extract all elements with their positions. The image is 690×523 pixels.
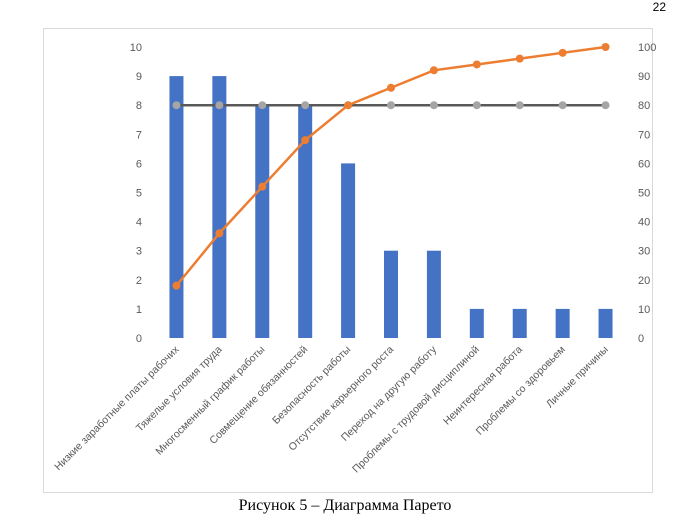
- line-series: [172, 43, 610, 290]
- page-number: 22: [652, 0, 666, 14]
- right-axis-ticks: 0 10 20 30 40 50 60 70 80 90 100: [638, 42, 656, 345]
- threshold-point: [515, 101, 524, 110]
- cumulative-point: [429, 66, 438, 75]
- bar: [426, 250, 441, 338]
- y-tick-label: 3: [136, 246, 142, 258]
- threshold-point: [301, 101, 310, 110]
- threshold-point: [258, 101, 267, 110]
- bar: [384, 250, 398, 338]
- y2-tick-label: 50: [638, 188, 650, 200]
- bar: [598, 308, 613, 338]
- y-tick-label: 2: [136, 275, 142, 287]
- threshold-point: [601, 101, 610, 110]
- y2-tick-label: 100: [638, 42, 656, 54]
- y2-tick-label: 60: [638, 158, 650, 170]
- cumulative-point: [172, 281, 181, 290]
- y2-tick-label: 90: [638, 71, 650, 83]
- bar: [169, 76, 184, 338]
- chart-frame: [43, 28, 653, 493]
- bar: [555, 308, 570, 338]
- cumulative-point: [387, 83, 395, 92]
- threshold-point: [387, 101, 395, 110]
- cumulative-point: [472, 60, 481, 69]
- y2-tick-label: 10: [638, 304, 650, 316]
- category-label: Проблемы со здоровьем: [474, 344, 568, 438]
- bar: [212, 76, 227, 338]
- y-tick-label: 6: [136, 158, 142, 170]
- cumulative-point: [215, 229, 224, 238]
- cumulative-point: [344, 101, 353, 110]
- cumulative-point: [258, 182, 267, 191]
- y2-tick-label: 0: [638, 333, 644, 345]
- y2-tick-label: 70: [638, 129, 650, 141]
- cumulative-point: [601, 43, 610, 51]
- y-tick-label: 4: [136, 217, 142, 229]
- bar-series: [169, 76, 613, 338]
- figure-caption: Рисунок 5 – Диаграмма Парето: [238, 497, 452, 514]
- bar: [298, 105, 313, 338]
- y-tick-label: 9: [136, 71, 142, 83]
- threshold-point: [215, 101, 224, 110]
- bar: [341, 163, 356, 338]
- y-tick-label: 7: [136, 129, 142, 141]
- cumulative-point: [515, 54, 524, 63]
- cumulative-point: [558, 48, 567, 57]
- category-label: Неинтересная работа: [441, 344, 525, 428]
- y-tick-label: 8: [136, 100, 142, 112]
- cumulative-point: [301, 136, 310, 145]
- y2-tick-label: 80: [638, 100, 650, 112]
- threshold-point: [472, 101, 481, 110]
- bar: [469, 308, 484, 338]
- category-label: Безопасность работы: [270, 344, 353, 427]
- y-tick-label: 5: [136, 188, 142, 200]
- threshold-point: [172, 101, 181, 110]
- threshold-point: [429, 101, 438, 110]
- left-axis-ticks: 0 1 2 3 4 5 6 7 8 9 10: [130, 42, 142, 345]
- y-tick-label: 1: [136, 304, 142, 316]
- y2-tick-label: 30: [638, 246, 650, 258]
- y-tick-label: 10: [130, 42, 142, 54]
- y2-tick-label: 40: [638, 217, 650, 229]
- bar: [512, 308, 527, 338]
- bar: [255, 105, 270, 338]
- category-label: Тяжелые условия труда: [134, 344, 225, 435]
- y-tick-label: 0: [136, 333, 142, 345]
- y2-tick-label: 20: [638, 275, 650, 287]
- threshold-point: [558, 101, 567, 110]
- cumulative-line: [175, 45, 606, 287]
